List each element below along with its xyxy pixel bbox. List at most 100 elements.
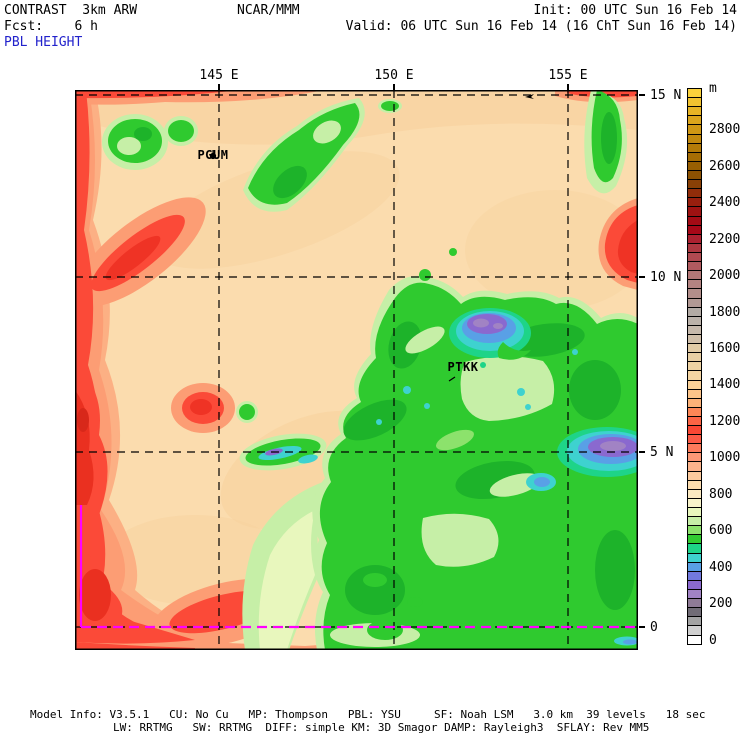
colorbar-cell — [688, 189, 701, 199]
init-time: Init: 00 UTC Sun 16 Feb 14 — [533, 3, 738, 18]
colorbar-cell — [688, 544, 701, 554]
colorbar-cell — [688, 152, 701, 162]
colorbar-cell — [688, 298, 701, 308]
station-markers — [209, 150, 456, 382]
colorbar-cell — [688, 143, 701, 153]
map-border — [75, 90, 638, 650]
colorbar-cell — [688, 599, 701, 609]
lat-tickmark — [639, 276, 645, 278]
colorbar-tick-label: 2400 — [709, 195, 740, 211]
colorbar-cell — [688, 243, 701, 253]
colorbar-cell — [688, 498, 701, 509]
colorbar-cell — [688, 508, 701, 518]
colorbar-cell — [688, 517, 701, 527]
colorbar-cell — [688, 125, 701, 135]
station-label-ptkk: PTKK — [447, 360, 479, 374]
colorbar-tick-label: 1200 — [709, 413, 740, 429]
lon-tickmark — [393, 84, 395, 90]
model-info-line1: Model Info: V3.5.1 CU: No Cu MP: Thompso… — [30, 708, 706, 721]
colorbar-cell — [688, 89, 701, 99]
colorbar-cell — [688, 380, 701, 390]
colorbar-cell — [688, 161, 701, 171]
low-pbl-core-ptkk — [449, 308, 531, 360]
colorbar-cell — [688, 535, 701, 545]
colorbar-cell — [688, 444, 701, 454]
station-label-pgum: PGUM — [197, 148, 229, 162]
colorbar-cell — [688, 626, 701, 636]
colorbar-tick-label: 600 — [709, 523, 733, 539]
colorbar-cell — [688, 471, 701, 481]
lon-tick-label: 150 E — [374, 68, 414, 83]
colorbar-cell — [688, 98, 701, 108]
colorbar-cell — [688, 252, 701, 263]
pbl-height-map — [75, 90, 638, 650]
colorbar-cell — [688, 371, 701, 381]
lat-tick-label: 15 N — [650, 88, 682, 103]
colorbar-cell — [688, 353, 701, 363]
colorbar-cell — [688, 225, 701, 235]
lon-tick-label: 145 E — [199, 68, 239, 83]
colorbar-cell — [688, 325, 701, 335]
colorbar-cell — [688, 617, 701, 627]
colorbar-tick-label: 1600 — [709, 340, 740, 356]
colorbar-tick-label: 200 — [709, 596, 733, 612]
colorbar-tick-label: 2600 — [709, 158, 740, 174]
colorbar-cell — [688, 553, 701, 563]
lat-tick-label: 0 — [650, 620, 658, 635]
colorbar-cell — [688, 590, 701, 600]
colorbar-tick-label: 800 — [709, 486, 733, 502]
lat-tick-label: 10 N — [650, 270, 682, 285]
center-name: NCAR/MMM — [237, 3, 300, 18]
colorbar-cell — [688, 416, 701, 427]
colorbar-tick-label: 400 — [709, 559, 733, 575]
colorbar-cell — [688, 462, 701, 472]
lon-tick-label: 155 E — [548, 68, 588, 83]
colorbar-cell — [688, 426, 701, 436]
colorbar-cell — [688, 180, 701, 190]
colorbar-tick-label: 1000 — [709, 450, 740, 466]
colorbar-cell — [688, 207, 701, 217]
colorbar-cell — [688, 198, 701, 208]
colorbar-cell — [688, 216, 701, 226]
valid-time: Valid: 06 UTC Sun 16 Feb 14 (16 ChT Sun … — [345, 19, 737, 34]
colorbar-tick-label: 1800 — [709, 304, 740, 320]
colorbar-cell — [688, 116, 701, 126]
colorbar-cell — [688, 526, 701, 536]
lat-tick-label: 5 N — [650, 445, 674, 460]
pbl-field — [75, 90, 638, 650]
colorbar-cell — [688, 580, 701, 591]
model-info-line2: LW: RRTMG SW: RRTMG DIFF: simple KM: 3D … — [113, 721, 650, 734]
model-name: CONTRAST 3km ARW — [4, 3, 138, 18]
colorbar-cell — [688, 362, 701, 372]
colorbar-unit: m — [709, 81, 717, 96]
lat-tickmark — [639, 626, 645, 628]
colorbar-cell — [688, 571, 701, 581]
lon-tickmark — [567, 84, 569, 90]
colorbar-cell — [688, 271, 701, 281]
colorbar-cell — [688, 562, 701, 572]
colorbar-cell — [688, 316, 701, 326]
colorbar-cell — [688, 608, 701, 618]
colorbar-cell — [688, 453, 701, 463]
colorbar-cell — [688, 307, 701, 317]
colorbar-tick-label: 2800 — [709, 122, 740, 138]
colorbar-tick-label: 1400 — [709, 377, 740, 393]
colorbar-cell — [688, 489, 701, 499]
colorbar-cell — [688, 280, 701, 290]
colorbar — [687, 88, 702, 645]
flow-arrow-glyph — [525, 94, 534, 99]
colorbar-cell — [688, 334, 701, 345]
colorbar-cell — [688, 407, 701, 417]
field-name: PBL HEIGHT — [4, 35, 83, 50]
colorbar-cell — [688, 107, 701, 117]
colorbar-cell — [688, 480, 701, 490]
colorbar-tick-label: 2200 — [709, 231, 740, 247]
domain-boundary — [79, 505, 638, 629]
colorbar-cell — [688, 389, 701, 399]
lon-tickmark — [218, 84, 220, 90]
colorbar-cell — [688, 344, 701, 354]
colorbar-cell — [688, 170, 701, 181]
colorbar-cell — [688, 289, 701, 299]
colorbar-cell — [688, 435, 701, 445]
